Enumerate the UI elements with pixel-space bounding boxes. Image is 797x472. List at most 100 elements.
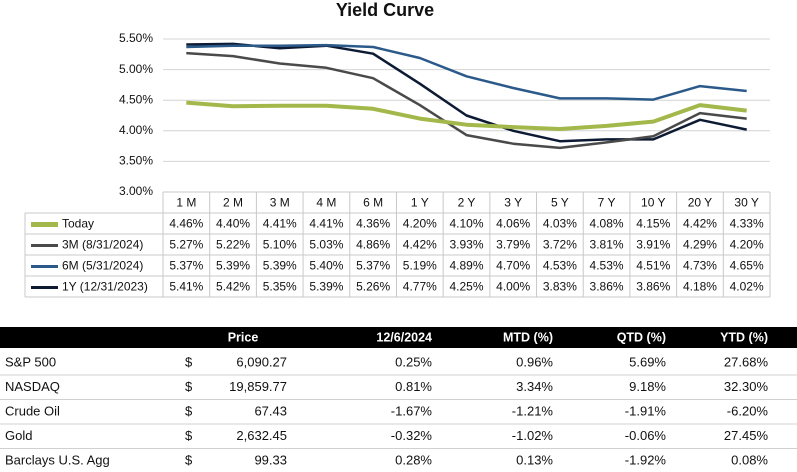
chart-title: Yield Curve bbox=[336, 0, 434, 20]
data-label: 4.89% bbox=[449, 259, 483, 273]
table-header-bar bbox=[0, 327, 797, 348]
table-cell: -1.21% bbox=[512, 403, 554, 418]
table-cell: NASDAQ bbox=[5, 379, 60, 394]
series-line bbox=[186, 42, 747, 143]
data-label: 4.25% bbox=[449, 280, 483, 294]
table-cell: -1.02% bbox=[512, 428, 554, 443]
series-line bbox=[186, 43, 747, 101]
data-label: 5.39% bbox=[263, 259, 297, 273]
table-cell: $ bbox=[185, 428, 193, 443]
table-cell: -1.92% bbox=[625, 452, 667, 467]
data-label: 5.39% bbox=[309, 280, 343, 294]
x-tick-label: 30 Y bbox=[734, 196, 758, 210]
legend-label: 3M (8/31/2024) bbox=[62, 238, 143, 252]
x-tick-label: 2 Y bbox=[458, 196, 476, 210]
series-line bbox=[186, 100, 747, 131]
data-label: 4.40% bbox=[216, 217, 250, 231]
table-cell: 3.34% bbox=[516, 379, 553, 394]
data-label: 4.65% bbox=[730, 259, 764, 273]
data-label: 3.93% bbox=[449, 238, 483, 252]
data-label: 3.81% bbox=[590, 238, 624, 252]
data-label: 3.72% bbox=[543, 238, 577, 252]
x-tick-label: 2 M bbox=[223, 196, 243, 210]
table-cell: 9.18% bbox=[629, 379, 666, 394]
series-line bbox=[186, 51, 747, 150]
table-cell: 99.33 bbox=[254, 452, 287, 467]
data-label: 5.35% bbox=[263, 280, 297, 294]
x-tick-label: 4 M bbox=[316, 196, 336, 210]
table-cell: 19,859.77 bbox=[229, 379, 287, 394]
data-label: 5.40% bbox=[309, 259, 343, 273]
table-cell: S&P 500 bbox=[5, 354, 56, 369]
data-label: 4.70% bbox=[496, 259, 530, 273]
table-cell: 6,090.27 bbox=[236, 354, 287, 369]
x-tick-label: 1 M bbox=[176, 196, 196, 210]
table-cell: -1.91% bbox=[625, 403, 667, 418]
data-label: 4.51% bbox=[636, 259, 670, 273]
table-header: QTD (%) bbox=[617, 330, 666, 344]
data-label: 4.03% bbox=[543, 217, 577, 231]
table-cell: Barclays U.S. Agg bbox=[5, 452, 110, 467]
data-label: 4.18% bbox=[683, 280, 717, 294]
data-label: 5.27% bbox=[169, 238, 203, 252]
x-tick-label: 20 Y bbox=[688, 196, 712, 210]
data-label: 3.86% bbox=[636, 280, 670, 294]
legend-label: 1Y (12/31/2023) bbox=[62, 280, 148, 294]
table-header: YTD (%) bbox=[720, 330, 768, 344]
legend-label: 6M (5/31/2024) bbox=[62, 259, 143, 273]
table-cell: 27.68% bbox=[724, 354, 769, 369]
data-label: 3.79% bbox=[496, 238, 530, 252]
table-cell: 0.08% bbox=[731, 452, 768, 467]
table-cell: Gold bbox=[5, 428, 32, 443]
x-tick-label: 10 Y bbox=[641, 196, 665, 210]
x-tick-label: 1 Y bbox=[411, 196, 429, 210]
table-header: MTD (%) bbox=[503, 330, 553, 344]
table-cell: 32.30% bbox=[724, 379, 769, 394]
table-cell: 2,632.45 bbox=[236, 428, 287, 443]
y-tick-label: 5.00% bbox=[119, 62, 153, 76]
data-label: 4.42% bbox=[683, 217, 717, 231]
x-tick-label: 6 M bbox=[363, 196, 383, 210]
y-tick-label: 4.50% bbox=[119, 92, 153, 106]
y-tick-label: 4.00% bbox=[119, 123, 153, 137]
data-label: 5.39% bbox=[216, 259, 250, 273]
table-cell: $ bbox=[185, 379, 193, 394]
data-label: 4.20% bbox=[730, 238, 764, 252]
table-cell: 0.13% bbox=[516, 452, 553, 467]
data-label: 5.41% bbox=[169, 280, 203, 294]
table-cell: 0.96% bbox=[516, 354, 553, 369]
data-label: 3.86% bbox=[590, 280, 624, 294]
data-label: 4.53% bbox=[543, 259, 577, 273]
data-label: 4.36% bbox=[356, 217, 390, 231]
data-label: 5.37% bbox=[356, 259, 390, 273]
data-label: 3.83% bbox=[543, 280, 577, 294]
data-label: 5.03% bbox=[309, 238, 343, 252]
data-label: 5.26% bbox=[356, 280, 390, 294]
data-label: 4.86% bbox=[356, 238, 390, 252]
table-cell: -1.67% bbox=[391, 403, 433, 418]
legend-label: Today bbox=[62, 217, 94, 231]
data-label: 4.42% bbox=[403, 238, 437, 252]
table-cell: -6.20% bbox=[727, 403, 769, 418]
data-label: 4.10% bbox=[449, 217, 483, 231]
data-label: 5.22% bbox=[216, 238, 250, 252]
table-cell: 5.69% bbox=[629, 354, 666, 369]
data-label: 4.29% bbox=[683, 238, 717, 252]
data-label: 4.41% bbox=[309, 217, 343, 231]
data-label: 4.15% bbox=[636, 217, 670, 231]
table-cell: 0.81% bbox=[395, 379, 432, 394]
data-label: 4.41% bbox=[263, 217, 297, 231]
x-tick-label: 3 Y bbox=[504, 196, 522, 210]
x-tick-label: 5 Y bbox=[551, 196, 569, 210]
x-tick-label: 3 M bbox=[270, 196, 290, 210]
data-label: 4.53% bbox=[590, 259, 624, 273]
table-cell: 0.25% bbox=[395, 354, 432, 369]
data-label: 3.91% bbox=[636, 238, 670, 252]
data-label: 5.19% bbox=[403, 259, 437, 273]
data-label: 4.02% bbox=[730, 280, 764, 294]
table-cell: 27.45% bbox=[724, 428, 769, 443]
data-label: 4.08% bbox=[590, 217, 624, 231]
y-tick-label: 3.50% bbox=[119, 154, 153, 168]
